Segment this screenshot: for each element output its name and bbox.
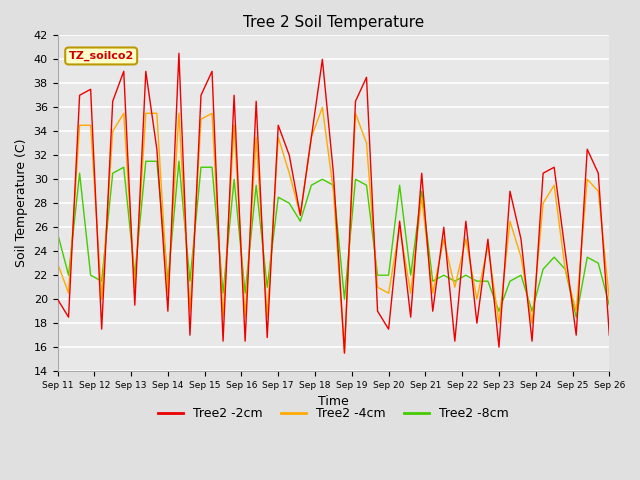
Y-axis label: Soil Temperature (C): Soil Temperature (C) xyxy=(15,139,28,267)
Legend: Tree2 -2cm, Tree2 -4cm, Tree2 -8cm: Tree2 -2cm, Tree2 -4cm, Tree2 -8cm xyxy=(153,402,514,425)
X-axis label: Time: Time xyxy=(318,396,349,408)
Text: TZ_soilco2: TZ_soilco2 xyxy=(68,51,134,61)
Title: Tree 2 Soil Temperature: Tree 2 Soil Temperature xyxy=(243,15,424,30)
